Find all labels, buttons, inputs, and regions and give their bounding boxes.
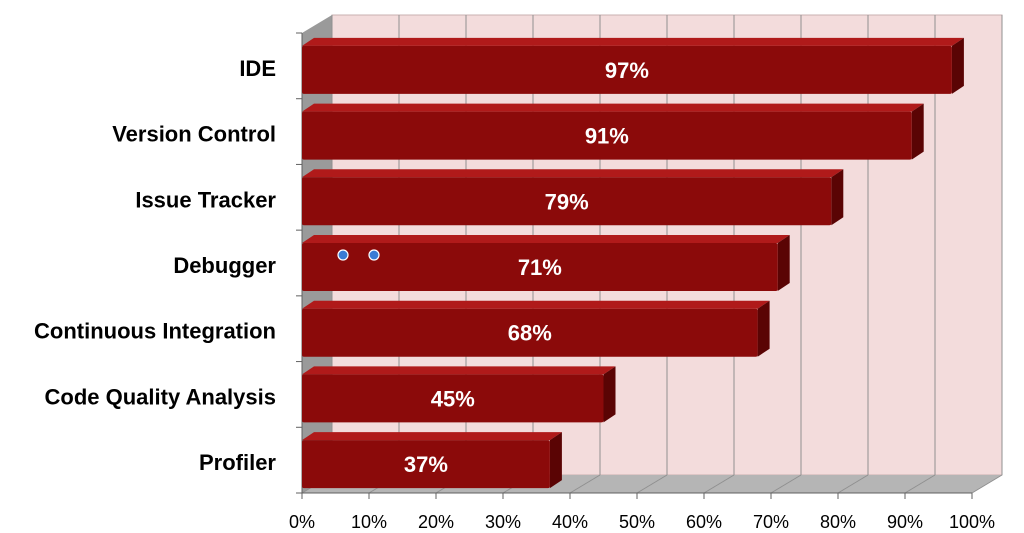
x-tick-labels: 0% 10% 20% 30% 40% 50% 60% 70% 80% 90% 100% xyxy=(289,512,995,532)
value-label: 91% xyxy=(585,124,629,149)
bar-top xyxy=(302,300,770,309)
bar-profiler xyxy=(302,432,562,489)
x-tick-label: 100% xyxy=(949,512,995,532)
blue-dot-marker xyxy=(337,249,349,261)
bar-issue-tracker xyxy=(302,169,844,226)
category-label: Debugger xyxy=(173,253,276,278)
category-label: Version Control xyxy=(112,122,276,147)
category-label: Issue Tracker xyxy=(135,187,276,212)
bar-side xyxy=(911,103,924,160)
category-label: IDE xyxy=(239,56,276,81)
value-label: 97% xyxy=(605,58,649,83)
value-label: 45% xyxy=(431,386,475,411)
floor-gridline xyxy=(770,474,802,494)
bar-side xyxy=(757,300,770,357)
bar xyxy=(302,243,778,291)
bar xyxy=(302,111,912,160)
value-labels: 97% 91% 79% 71% 68% 45% 37% xyxy=(404,58,649,477)
x-tick-label: 0% xyxy=(289,512,315,532)
x-tick-label: 30% xyxy=(485,512,521,532)
bar-top xyxy=(302,235,790,243)
x-tick-label: 10% xyxy=(351,512,387,532)
blue-dot-marker xyxy=(368,249,380,261)
bar xyxy=(302,440,550,489)
bar-code-quality-analysis xyxy=(302,366,616,423)
value-label: 68% xyxy=(508,321,552,346)
bar xyxy=(302,177,832,226)
bar-top xyxy=(302,169,844,178)
bar-side xyxy=(777,235,790,291)
floor-gridline xyxy=(636,474,668,494)
bar-top xyxy=(302,366,616,375)
bar-continuous-integration xyxy=(302,300,770,357)
bar-side xyxy=(603,366,616,423)
bar-top xyxy=(302,103,924,112)
floor-gridline xyxy=(904,474,936,494)
bar xyxy=(302,308,758,357)
x-tick-label: 40% xyxy=(552,512,588,532)
bar xyxy=(302,45,952,94)
value-label: 79% xyxy=(545,189,589,214)
floor-gridline xyxy=(971,474,1003,494)
bar-side xyxy=(549,432,562,489)
x-tick-label: 50% xyxy=(619,512,655,532)
bar-top xyxy=(302,37,964,46)
bar-ide xyxy=(302,37,964,94)
x-tick-label: 60% xyxy=(686,512,722,532)
bars xyxy=(302,37,964,489)
value-label: 37% xyxy=(404,452,448,477)
floor-gridline xyxy=(837,474,869,494)
bar xyxy=(302,374,604,423)
value-label: 71% xyxy=(518,255,562,280)
floor-gridline xyxy=(569,474,601,494)
floor-gridline xyxy=(703,474,735,494)
category-labels: IDE Version Control Issue Tracker Debugger C… xyxy=(34,56,276,475)
x-tick-label: 80% xyxy=(820,512,856,532)
x-tick-label: 70% xyxy=(753,512,789,532)
category-label: Continuous Integration xyxy=(34,319,276,344)
category-label: Code Quality Analysis xyxy=(45,384,276,409)
bar-top xyxy=(302,432,562,441)
x-tick-label: 90% xyxy=(887,512,923,532)
bar-side xyxy=(951,37,964,94)
bar-side xyxy=(831,169,844,226)
bar-version-control xyxy=(302,103,924,160)
x-tick-label: 20% xyxy=(418,512,454,532)
category-label: Profiler xyxy=(199,450,276,475)
markers xyxy=(337,249,380,261)
bar-debugger xyxy=(302,235,790,291)
